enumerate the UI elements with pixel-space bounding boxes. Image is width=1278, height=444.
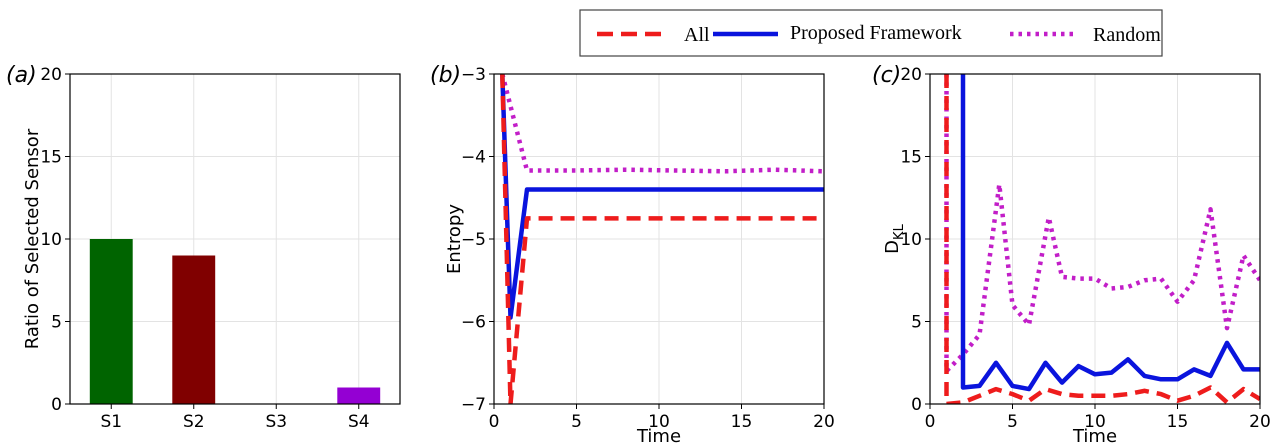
panel-b: (b) −7 −6 −5 −4 −3 0 5 10 15 20 Entropy Time xyxy=(430,63,835,444)
b-xtick-label: 5 xyxy=(571,412,582,432)
b-ytick-label: −6 xyxy=(461,313,486,333)
a-ytick-label: 10 xyxy=(40,230,62,250)
legend-label-all: All xyxy=(684,24,710,46)
c-ytick-label: 10 xyxy=(900,230,922,250)
a-xtick-label: S3 xyxy=(265,412,287,432)
b-xtick-label: 0 xyxy=(489,412,500,432)
c-ytick-label: 20 xyxy=(900,65,922,85)
panel-c-ylabel-sub: KL xyxy=(892,223,907,240)
panel-a-yticks: 0 5 10 15 20 xyxy=(40,65,70,415)
b-series-all xyxy=(500,74,824,404)
a-ytick-label: 15 xyxy=(40,148,62,168)
panel-c-grid xyxy=(929,73,1261,405)
b-xtick-label: 10 xyxy=(648,412,670,432)
c-xtick-label: 20 xyxy=(1249,412,1271,432)
panel-c-xticks: 0 5 10 15 20 xyxy=(925,404,1271,432)
panel-a-ylabel: Ratio of Selected Sensor xyxy=(22,128,43,349)
panel-b-xticks: 0 5 10 15 20 xyxy=(489,404,835,432)
panel-c-ylabel: DKL xyxy=(882,223,907,253)
legend-label-random: Random xyxy=(1093,24,1161,46)
panel-b-ylabel: Entropy xyxy=(444,204,465,274)
bar-s1 xyxy=(89,239,133,404)
c-series-random xyxy=(944,74,1260,374)
b-xtick-label: 15 xyxy=(731,412,753,432)
panel-a-bars xyxy=(89,239,381,404)
panel-b-yticks: −7 −6 −5 −4 −3 xyxy=(461,65,494,415)
c-xtick-label: 0 xyxy=(925,412,936,432)
bar-s2 xyxy=(172,255,216,404)
panel-b-label: (b) xyxy=(430,63,461,88)
panel-b-xlabel: Time xyxy=(636,426,681,444)
c-xtick-label: 15 xyxy=(1167,412,1189,432)
c-xtick-label: 5 xyxy=(1007,412,1018,432)
a-ytick-label: 0 xyxy=(51,395,62,415)
legend-label-proposed: Proposed Framework xyxy=(790,22,962,44)
panel-c-yticks: 0 5 10 15 20 xyxy=(900,65,930,415)
panel-c: (c) 0 5 10 15 20 0 5 10 15 20 DKL Time xyxy=(872,63,1271,444)
c-series-proposed-framework xyxy=(960,74,1260,392)
b-series-proposed-framework xyxy=(500,74,824,320)
bar-s4 xyxy=(337,387,381,404)
a-ytick-label: 5 xyxy=(51,313,62,333)
panel-b-grid xyxy=(493,73,825,405)
b-ytick-label: −3 xyxy=(461,65,486,85)
c-ytick-label: 15 xyxy=(900,148,922,168)
b-ytick-label: −4 xyxy=(461,148,486,168)
panel-a: (a) 0 5 10 15 20 S1 S2 S3 S4 Ratio of Selected … xyxy=(6,63,401,432)
c-xtick-label: 10 xyxy=(1084,412,1106,432)
panel-c-xlabel: Time xyxy=(1072,426,1117,444)
a-xtick-label: S2 xyxy=(183,412,205,432)
b-ytick-label: −7 xyxy=(461,395,486,415)
b-ytick-label: −5 xyxy=(461,230,486,250)
a-ytick-label: 20 xyxy=(40,65,62,85)
legend: All Proposed Framework Random xyxy=(579,9,1163,57)
a-xtick-label: S4 xyxy=(348,412,370,432)
panel-c-ylabel-main: D xyxy=(882,240,903,254)
c-ytick-label: 5 xyxy=(911,313,922,333)
panel-a-label: (a) xyxy=(6,63,37,88)
panel-c-label: (c) xyxy=(872,63,901,88)
panel-b-lines xyxy=(500,74,824,404)
panel-a-xticks: S1 S2 S3 S4 xyxy=(100,404,370,432)
legend-frame xyxy=(579,9,1163,57)
b-xtick-label: 20 xyxy=(813,412,835,432)
panel-c-lines xyxy=(944,74,1260,404)
b-series-random xyxy=(500,74,824,174)
a-xtick-label: S1 xyxy=(100,412,122,432)
c-ytick-label: 0 xyxy=(911,395,922,415)
c-series-all xyxy=(944,74,1260,404)
